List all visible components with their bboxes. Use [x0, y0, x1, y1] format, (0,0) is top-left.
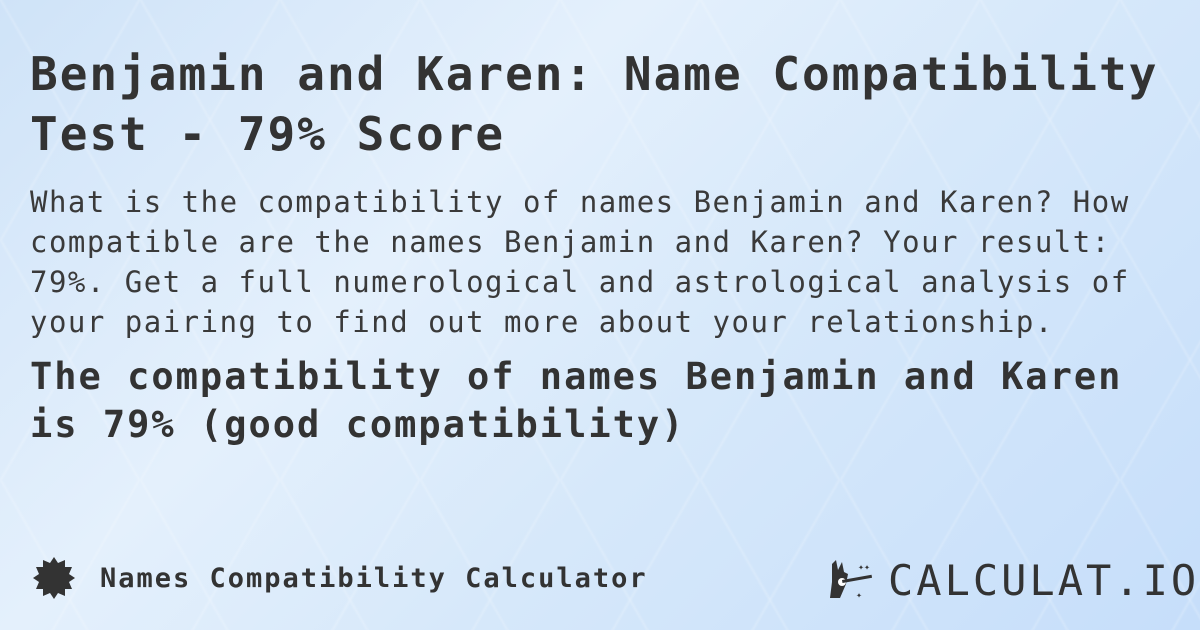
- result-heading: The compatibility of names Benjamin and …: [30, 355, 1123, 446]
- logo-text: CALCULAT.IO: [888, 556, 1200, 605]
- svg-text:✦: ✦: [856, 590, 862, 601]
- description: What is the compatibility of names Benja…: [30, 185, 1130, 339]
- page-title: Benjamin and Karen: Name Compatibility T…: [30, 47, 1159, 161]
- svg-text:✦✦: ✦✦: [858, 562, 870, 573]
- calculator-label: Names Compatibility Calculator: [32, 556, 648, 600]
- magic-hand-icon: ✦✦ ✦: [830, 559, 873, 601]
- badge-icon: [33, 557, 75, 599]
- calculator-name: Names Compatibility Calculator: [100, 562, 648, 594]
- calculat-io-logo[interactable]: ✦✦ ✦ CALCULAT.IO: [828, 556, 1199, 605]
